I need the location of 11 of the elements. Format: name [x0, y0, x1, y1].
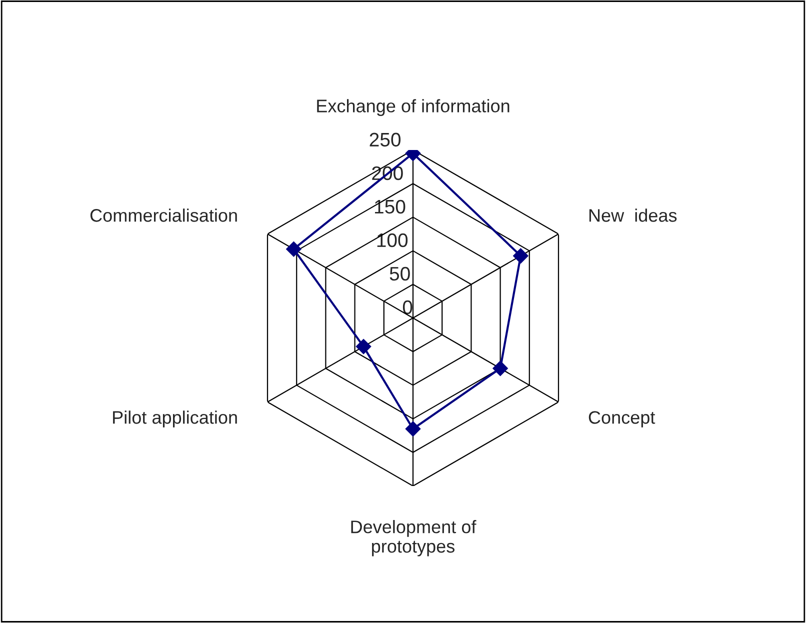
y-tick-label: 0: [402, 300, 412, 314]
spoke-label: Concept: [588, 411, 656, 428]
y-tick-label: 100: [377, 233, 408, 248]
y-tick-label: 50: [390, 266, 410, 281]
y-tick-label: 250: [370, 132, 401, 147]
spoke-label: New ideas: [589, 208, 677, 222]
spoke-label: Exchange of information: [317, 99, 510, 116]
y-tick-label: 150: [375, 200, 406, 214]
spoke-label: Pilot application: [113, 410, 237, 428]
spoke-label: Development of prototypes: [351, 520, 476, 556]
spoke-label: Commercialisation: [90, 208, 237, 222]
